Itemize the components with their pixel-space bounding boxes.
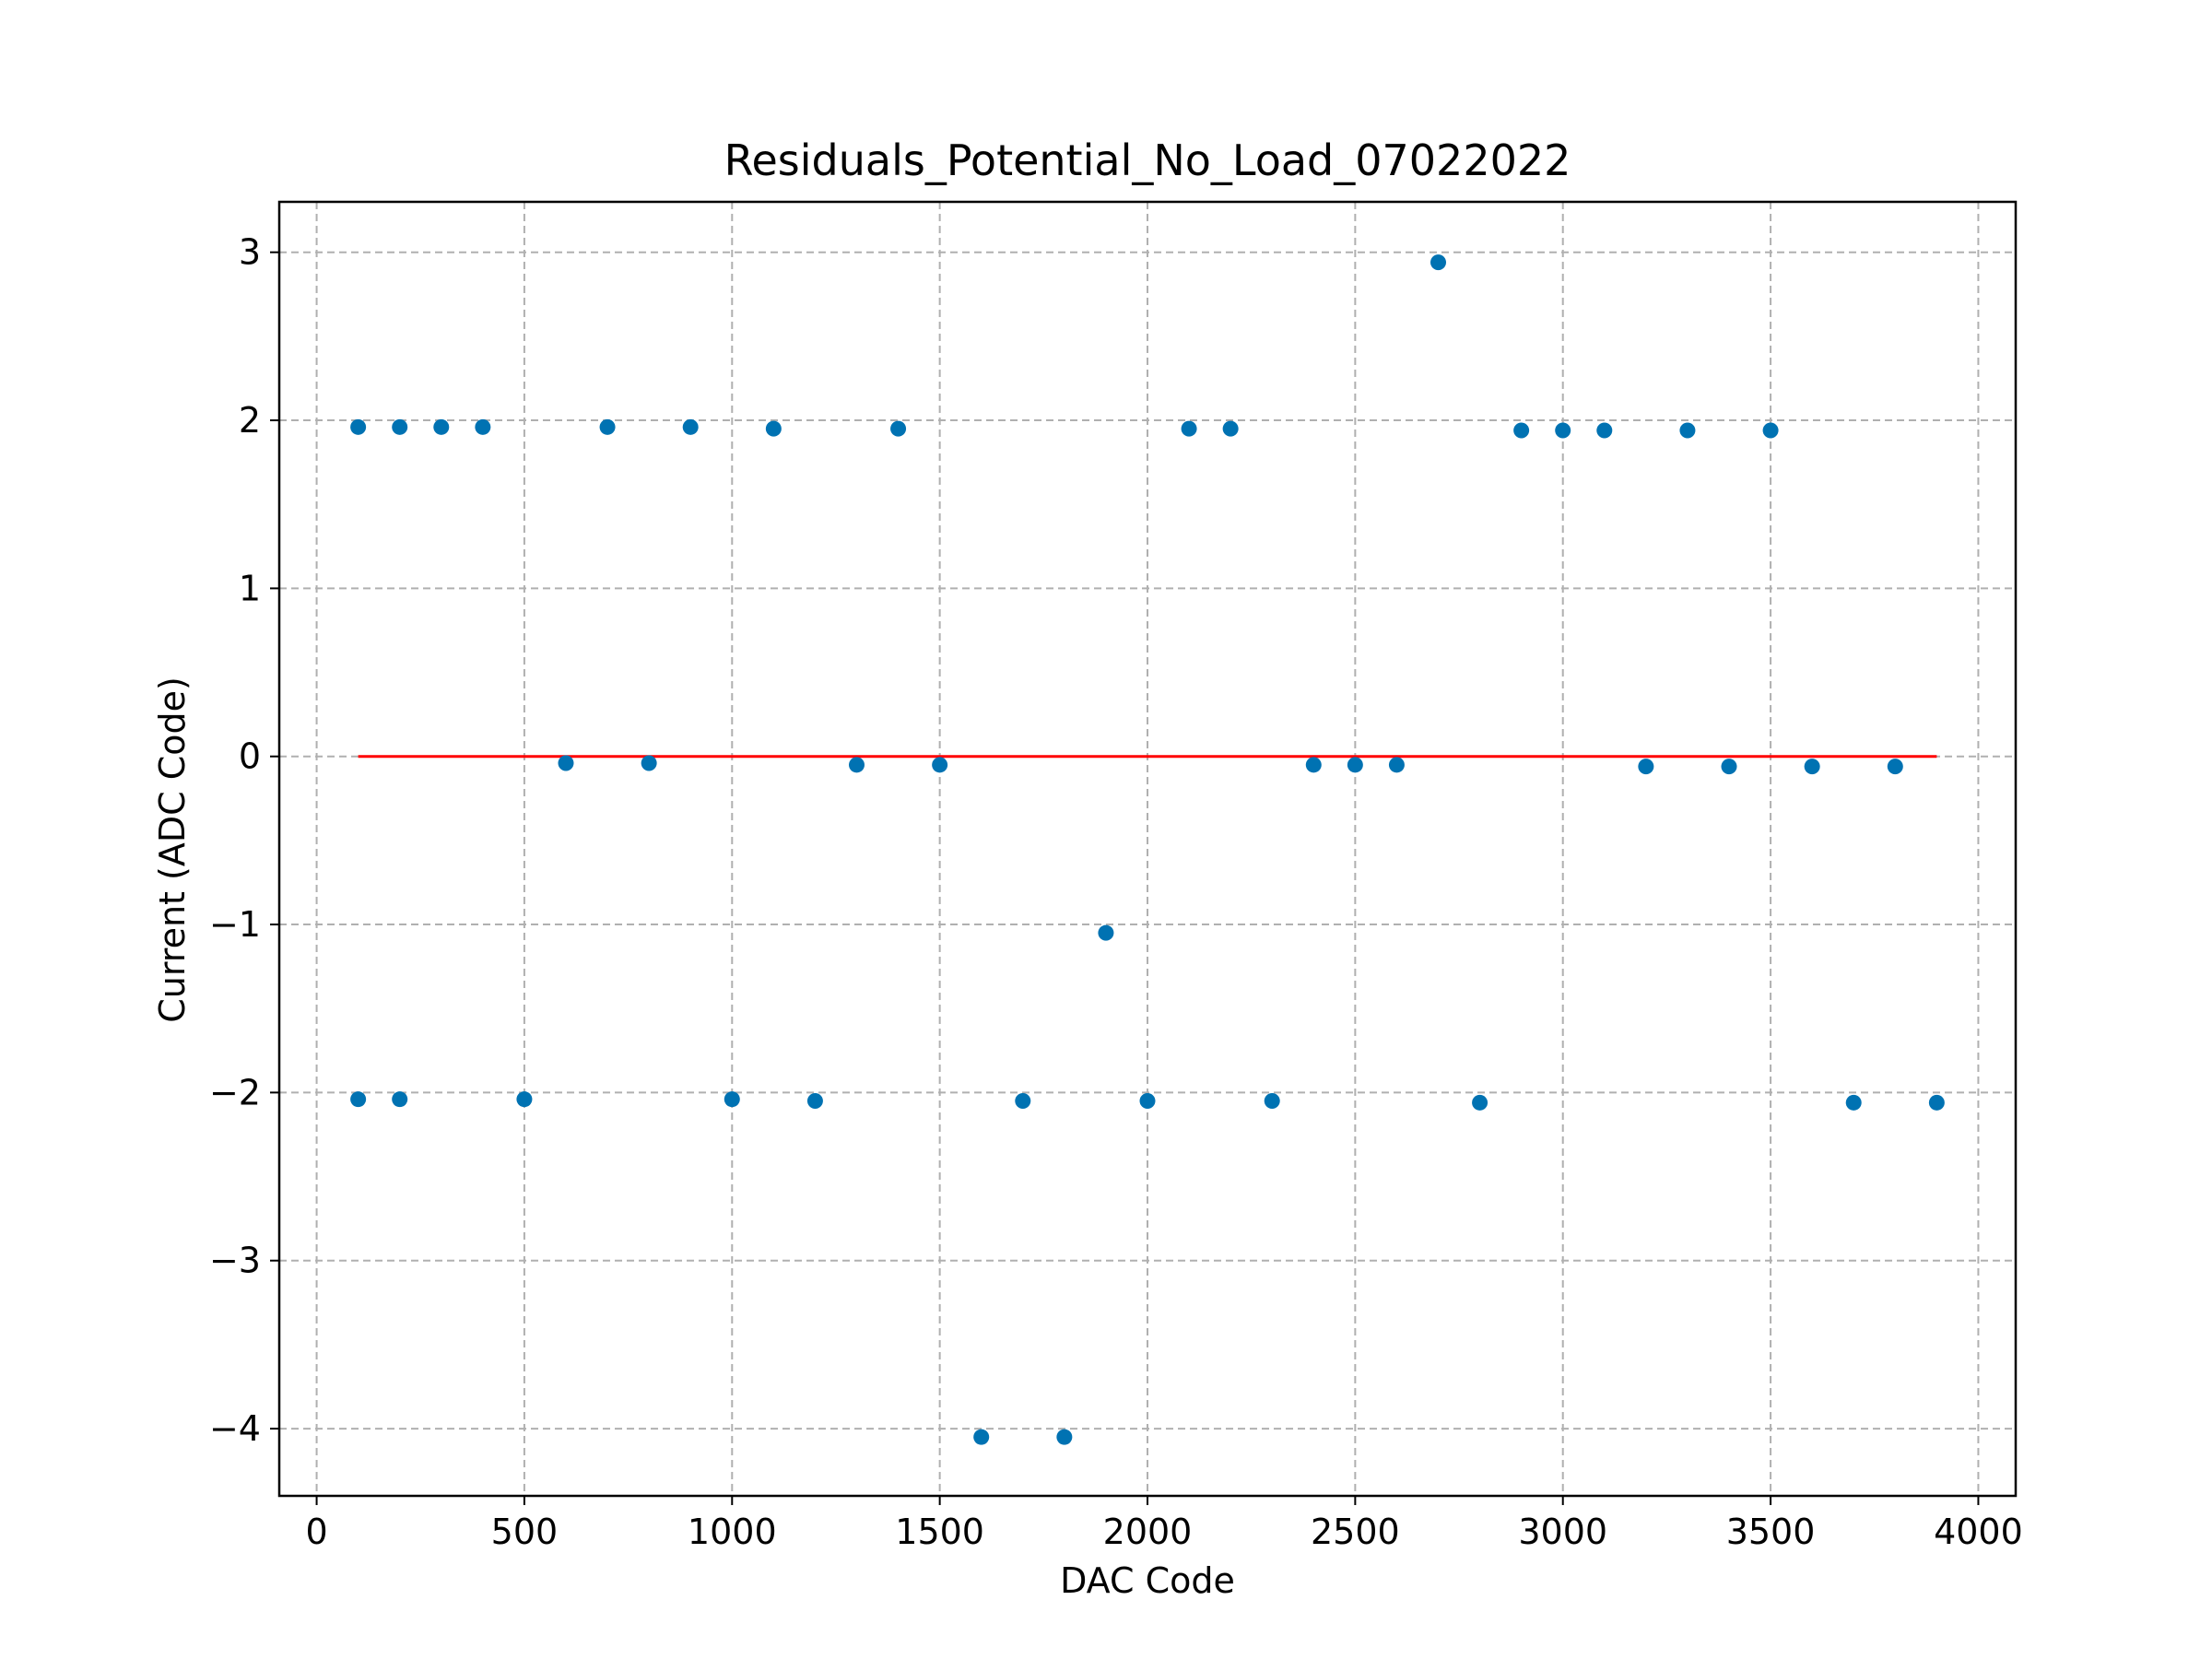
data-point [724,1091,740,1108]
data-point [1555,422,1571,439]
y-tick-label: −1 [209,904,261,945]
x-tick-label: 3000 [1518,1512,1607,1552]
data-point [1139,1093,1156,1110]
data-point [1845,1094,1862,1111]
data-point [848,757,865,773]
data-point [433,418,450,435]
y-tick-label: 1 [239,568,261,608]
data-point [1347,757,1363,773]
data-point [973,1429,990,1445]
data-point [392,1091,408,1108]
x-tick-label: 1500 [895,1512,984,1552]
y-tick-label: −3 [209,1241,261,1281]
data-point [1928,1094,1945,1111]
x-tick-label: 2000 [1103,1512,1193,1552]
data-point [1264,1093,1280,1110]
data-point [1056,1429,1073,1445]
x-tick-label: 2500 [1311,1512,1400,1552]
data-point [641,755,657,771]
data-point [1015,1093,1031,1110]
y-tick-label: 3 [239,232,261,273]
x-axis-label: DAC Code [1060,1560,1235,1601]
data-point [1305,757,1322,773]
data-point [558,755,574,771]
data-point [1513,422,1530,439]
data-point [475,418,491,435]
data-points [350,254,1945,1445]
data-point [765,420,782,437]
data-point [1098,924,1114,941]
x-tick-label: 0 [305,1512,327,1552]
data-point [1222,420,1239,437]
data-point [1762,422,1779,439]
y-axis-ticks: 3 2 1 0 −1 −2 −3 −4 [209,232,279,1449]
data-point [1679,422,1696,439]
data-point [1388,757,1405,773]
data-point [1430,254,1447,271]
data-point [806,1093,823,1110]
x-tick-label: 4000 [1934,1512,2023,1552]
y-tick-label: 2 [239,400,261,441]
data-point [516,1091,533,1108]
data-point [1887,759,1903,775]
data-point [932,757,948,773]
x-tick-label: 1000 [688,1512,777,1552]
y-tick-label: 0 [239,736,261,777]
data-point [682,418,699,435]
data-point [392,418,408,435]
chart-title: Residuals_Potential_No_Load_07022022 [724,135,1571,185]
data-point [599,418,616,435]
data-point [350,418,367,435]
x-tick-label: 3500 [1726,1512,1816,1552]
data-point [1638,759,1654,775]
y-axis-label: Current (ADC Code) [152,677,193,1023]
data-point [1596,422,1613,439]
y-tick-label: −4 [209,1408,261,1449]
x-axis-ticks: 0 500 1000 1500 2000 2500 3000 3500 4000 [305,1496,2023,1552]
data-point [890,420,907,437]
data-point [1804,759,1820,775]
y-tick-label: −2 [209,1072,261,1112]
x-tick-label: 500 [491,1512,559,1552]
data-point [1721,759,1737,775]
data-point [1181,420,1197,437]
data-point [1472,1094,1488,1111]
data-point [350,1091,367,1108]
